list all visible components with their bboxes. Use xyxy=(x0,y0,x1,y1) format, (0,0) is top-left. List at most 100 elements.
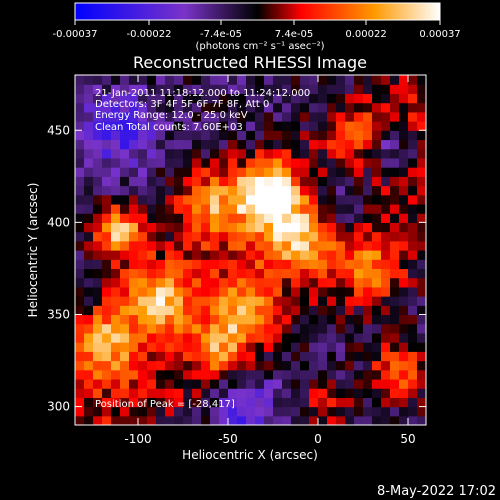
heatmap-cell xyxy=(291,268,301,279)
heatmap-cell xyxy=(282,139,292,150)
heatmap-cell xyxy=(156,388,166,398)
heatmap-cell xyxy=(75,360,85,371)
heatmap-cell xyxy=(390,157,400,168)
heatmap-cell xyxy=(84,305,94,316)
heatmap-cell xyxy=(237,93,247,104)
heatmap-cell xyxy=(327,194,337,205)
heatmap-cell xyxy=(246,194,256,205)
heatmap-cell xyxy=(102,102,112,113)
heatmap-cell xyxy=(345,323,355,334)
heatmap-cell xyxy=(156,203,166,214)
heatmap-cell xyxy=(219,360,229,371)
heatmap-cell xyxy=(381,342,391,352)
heatmap-cell xyxy=(129,250,139,260)
heatmap-cell xyxy=(237,369,247,380)
heatmap-cell xyxy=(102,194,112,205)
heatmap-cell xyxy=(75,369,85,380)
heatmap-cell xyxy=(84,332,94,343)
heatmap-cell xyxy=(147,111,157,122)
heatmap-cell xyxy=(129,268,139,279)
heatmap-cell xyxy=(84,185,94,196)
heatmap-cell xyxy=(318,323,328,334)
heatmap-cell xyxy=(282,406,292,417)
heatmap-cell xyxy=(417,75,426,85)
heatmap-cell xyxy=(264,415,274,425)
heatmap-cell xyxy=(165,388,175,398)
heatmap-cell xyxy=(327,250,337,260)
heatmap-cell xyxy=(372,277,382,288)
heatmap-cell xyxy=(300,130,310,141)
heatmap-cell xyxy=(255,388,265,398)
heatmap-cell xyxy=(93,84,103,95)
heatmap-cell xyxy=(75,406,85,417)
heatmap-cell xyxy=(183,203,193,214)
heatmap-cell xyxy=(264,259,274,270)
heatmap-cell xyxy=(372,222,382,233)
heatmap-cell xyxy=(219,222,229,233)
heatmap-cell xyxy=(183,286,193,297)
heatmap-cell xyxy=(327,111,337,122)
heatmap-cell xyxy=(120,130,130,141)
heatmap-cell xyxy=(183,111,193,122)
heatmap-cell xyxy=(237,397,247,408)
heatmap-cell xyxy=(156,406,166,417)
heatmap-cell xyxy=(120,314,130,325)
heatmap-cell xyxy=(300,406,310,417)
heatmap-cell xyxy=(174,369,184,380)
heatmap-cell xyxy=(282,203,292,214)
heatmap-cell xyxy=(399,75,409,85)
heatmap-cell xyxy=(102,415,112,425)
heatmap-cell xyxy=(147,231,157,242)
heatmap-cell xyxy=(165,342,175,352)
heatmap-cell xyxy=(111,102,121,113)
heatmap-cell xyxy=(147,351,157,362)
heatmap-cell xyxy=(219,157,229,168)
heatmap-cell xyxy=(273,93,283,104)
heatmap-cell xyxy=(363,378,373,389)
heatmap-cell xyxy=(102,213,112,223)
heatmap-cell xyxy=(129,111,139,122)
heatmap-cell xyxy=(102,378,112,389)
heatmap-cell xyxy=(255,157,265,168)
heatmap-cell xyxy=(228,351,238,362)
heatmap-cell xyxy=(129,213,139,223)
heatmap-cell xyxy=(246,185,256,196)
heatmap-cell xyxy=(192,240,202,251)
heatmap-cell xyxy=(399,84,409,95)
heatmap-cell xyxy=(336,102,346,113)
heatmap-cell xyxy=(336,148,346,159)
heatmap-cell xyxy=(336,231,346,242)
heatmap-cell xyxy=(129,222,139,233)
heatmap-cell xyxy=(201,240,211,251)
heatmap-cell xyxy=(309,111,319,122)
heatmap-cell xyxy=(138,102,148,113)
heatmap-cell xyxy=(219,250,229,260)
heatmap-cell xyxy=(192,314,202,325)
heatmap-cell xyxy=(318,406,328,417)
heatmap-cell xyxy=(345,351,355,362)
heatmap-cell xyxy=(192,102,202,113)
heatmap-cell xyxy=(201,213,211,223)
heatmap-cell xyxy=(363,397,373,408)
heatmap-cell xyxy=(255,203,265,214)
heatmap-cell xyxy=(111,93,121,104)
heatmap-cell xyxy=(165,360,175,371)
heatmap-cell xyxy=(75,342,85,352)
chart-title: Reconstructed RHESSI Image xyxy=(133,53,367,72)
heatmap-cell xyxy=(102,342,112,352)
heatmap-cell xyxy=(363,296,373,306)
heatmap-cell xyxy=(183,332,193,343)
heatmap-cell xyxy=(327,157,337,168)
heatmap-cell xyxy=(102,222,112,233)
heatmap-cell xyxy=(219,84,229,95)
heatmap-cell xyxy=(354,185,364,196)
heatmap-cell xyxy=(408,378,418,389)
heatmap-cell xyxy=(390,397,400,408)
heatmap-cell xyxy=(111,342,121,352)
heatmap-cell xyxy=(138,323,148,334)
heatmap-cell xyxy=(228,203,238,214)
heatmap-cell xyxy=(399,296,409,306)
heatmap-cell xyxy=(273,415,283,425)
heatmap-cell xyxy=(165,176,175,187)
heatmap-cell xyxy=(300,286,310,297)
